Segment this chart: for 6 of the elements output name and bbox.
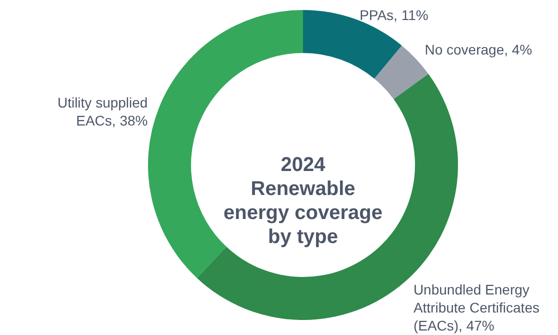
slice-label: No coverage, 4%	[424, 42, 532, 58]
donut-slice	[303, 10, 402, 79]
slice-label: Unbundled Energy Attribute Certificates (EACs), 47%	[413, 281, 540, 334]
slice-label: Utility supplied EACs, 38%	[57, 94, 148, 129]
text: 2024 Renewable energy coverage by type	[224, 154, 382, 248]
slice-label: PPAs, 11%	[360, 7, 428, 23]
